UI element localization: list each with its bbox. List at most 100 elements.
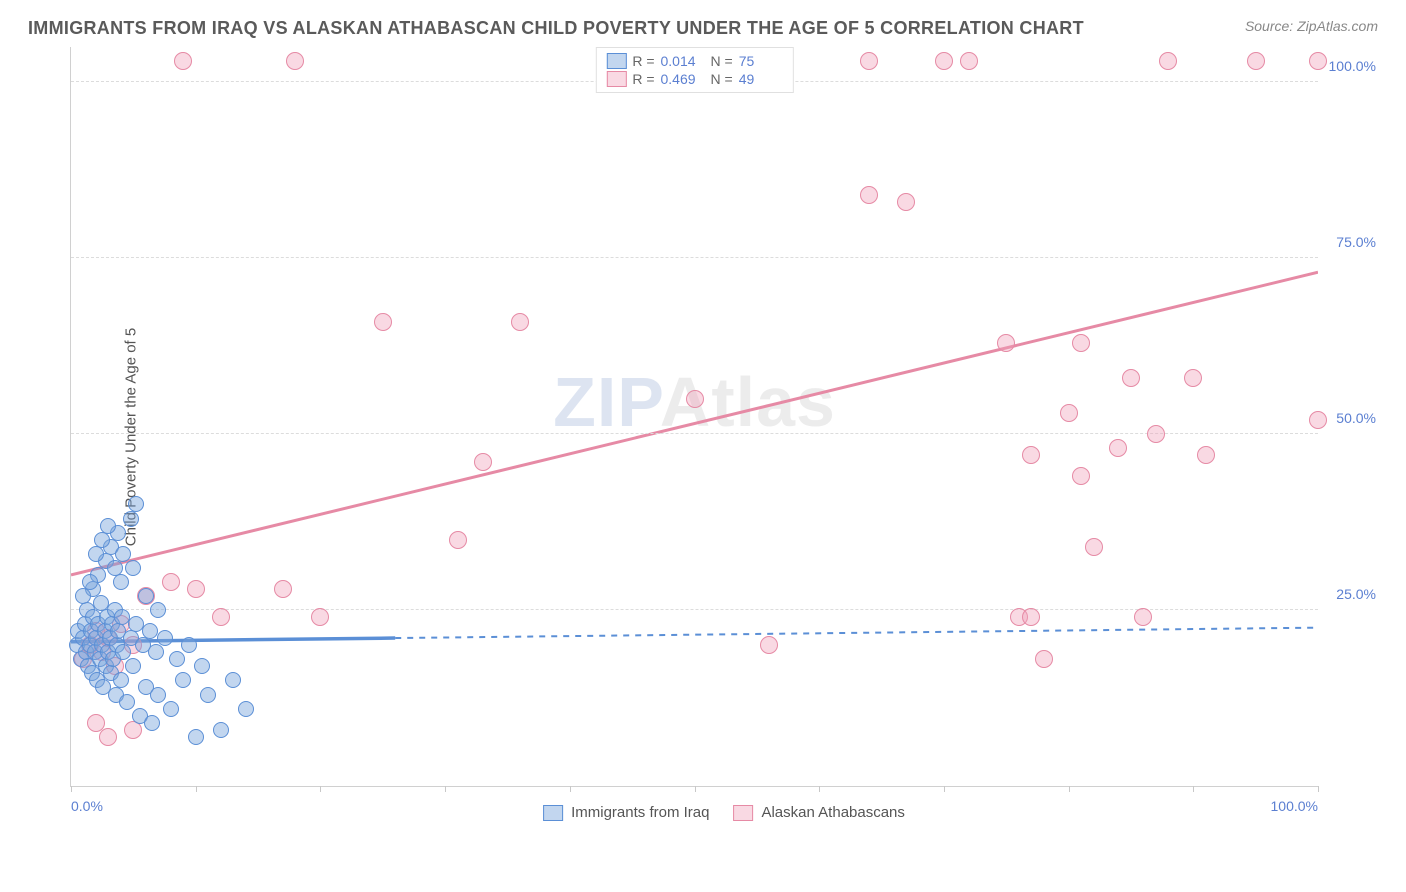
x-tick [320, 786, 321, 792]
data-point-iraq [115, 546, 131, 562]
data-point-iraq [115, 644, 131, 660]
data-point-athabascan [897, 193, 915, 211]
data-point-athabascan [1022, 446, 1040, 464]
plot-region: ZIPAtlas R = 0.014 N = 75 R = 0.469 N = … [70, 47, 1318, 787]
data-point-athabascan [1085, 538, 1103, 556]
x-tick [196, 786, 197, 792]
legend-row-iraq: R = 0.014 N = 75 [606, 52, 782, 70]
legend-item-iraq: Immigrants from Iraq [543, 804, 709, 821]
correlation-legend: R = 0.014 N = 75 R = 0.469 N = 49 [595, 47, 793, 93]
legend-label-athabascan: Alaskan Athabascans [761, 804, 904, 821]
data-point-iraq [213, 722, 229, 738]
data-point-iraq [188, 729, 204, 745]
n-value-iraq: 75 [739, 53, 783, 69]
data-point-athabascan [760, 636, 778, 654]
data-point-iraq [88, 546, 104, 562]
data-point-iraq [128, 496, 144, 512]
data-point-athabascan [1309, 411, 1327, 429]
x-tick [1193, 786, 1194, 792]
data-point-athabascan [1072, 334, 1090, 352]
data-point-iraq [125, 658, 141, 674]
gridline [71, 609, 1318, 610]
data-point-athabascan [860, 52, 878, 70]
data-point-iraq [181, 637, 197, 653]
data-point-athabascan [511, 313, 529, 331]
data-point-athabascan [174, 52, 192, 70]
data-point-athabascan [187, 580, 205, 598]
data-point-athabascan [1072, 467, 1090, 485]
x-tick [1318, 786, 1319, 792]
data-point-iraq [125, 560, 141, 576]
x-tick-label: 0.0% [71, 798, 103, 814]
data-point-athabascan [935, 52, 953, 70]
x-tick [71, 786, 72, 792]
data-point-athabascan [162, 573, 180, 591]
y-tick-label: 50.0% [1336, 410, 1376, 426]
data-point-athabascan [1109, 439, 1127, 457]
x-tick [944, 786, 945, 792]
data-point-athabascan [1184, 369, 1202, 387]
data-point-iraq [144, 715, 160, 731]
x-tick [1069, 786, 1070, 792]
data-point-athabascan [960, 52, 978, 70]
data-point-iraq [148, 644, 164, 660]
y-tick-label: 25.0% [1336, 586, 1376, 602]
data-point-athabascan [474, 453, 492, 471]
x-tick [570, 786, 571, 792]
data-point-athabascan [1060, 404, 1078, 422]
legend-label-iraq: Immigrants from Iraq [571, 804, 709, 821]
x-tick [695, 786, 696, 792]
data-point-iraq [169, 651, 185, 667]
x-tick [445, 786, 446, 792]
data-point-iraq [157, 630, 173, 646]
data-point-athabascan [286, 52, 304, 70]
gridline [71, 433, 1318, 434]
r-value-athabascan: 0.469 [661, 71, 705, 87]
swatch-iraq-bottom [543, 805, 563, 821]
chart-source: Source: ZipAtlas.com [1245, 18, 1378, 34]
n-value-athabascan: 49 [739, 71, 783, 87]
data-point-iraq [123, 511, 139, 527]
data-point-iraq [100, 518, 116, 534]
swatch-athabascan [606, 71, 626, 87]
data-point-athabascan [1122, 369, 1140, 387]
data-point-iraq [75, 588, 91, 604]
data-point-athabascan [1247, 52, 1265, 70]
data-point-iraq [200, 687, 216, 703]
data-point-athabascan [374, 313, 392, 331]
data-point-iraq [163, 701, 179, 717]
data-point-athabascan [1159, 52, 1177, 70]
data-point-iraq [238, 701, 254, 717]
x-tick [819, 786, 820, 792]
y-tick-label: 75.0% [1336, 234, 1376, 250]
data-point-athabascan [1309, 52, 1327, 70]
swatch-athabascan-bottom [733, 805, 753, 821]
chart-title: IMMIGRANTS FROM IRAQ VS ALASKAN ATHABASC… [28, 18, 1084, 39]
legend-row-athabascan: R = 0.469 N = 49 [606, 70, 782, 88]
data-point-athabascan [99, 728, 117, 746]
data-point-athabascan [1134, 608, 1152, 626]
chart-area: Child Poverty Under the Age of 5 ZIPAtla… [70, 47, 1378, 827]
x-tick-label: 100.0% [1271, 798, 1318, 814]
data-point-athabascan [274, 580, 292, 598]
data-point-athabascan [449, 531, 467, 549]
trendline-athabascan [71, 272, 1318, 575]
data-point-athabascan [1035, 650, 1053, 668]
data-point-iraq [138, 588, 154, 604]
data-point-athabascan [1197, 446, 1215, 464]
data-point-athabascan [1147, 425, 1165, 443]
data-point-iraq [194, 658, 210, 674]
data-point-athabascan [860, 186, 878, 204]
gridline [71, 257, 1318, 258]
data-point-athabascan [87, 714, 105, 732]
trendline-iraq-dashed [395, 628, 1318, 638]
r-value-iraq: 0.014 [661, 53, 705, 69]
data-point-athabascan [997, 334, 1015, 352]
data-point-iraq [150, 602, 166, 618]
data-point-athabascan [212, 608, 230, 626]
data-point-iraq [142, 623, 158, 639]
data-point-athabascan [1022, 608, 1040, 626]
data-point-iraq [119, 694, 135, 710]
series-legend: Immigrants from Iraq Alaskan Athabascans [543, 804, 905, 821]
data-point-iraq [113, 574, 129, 590]
